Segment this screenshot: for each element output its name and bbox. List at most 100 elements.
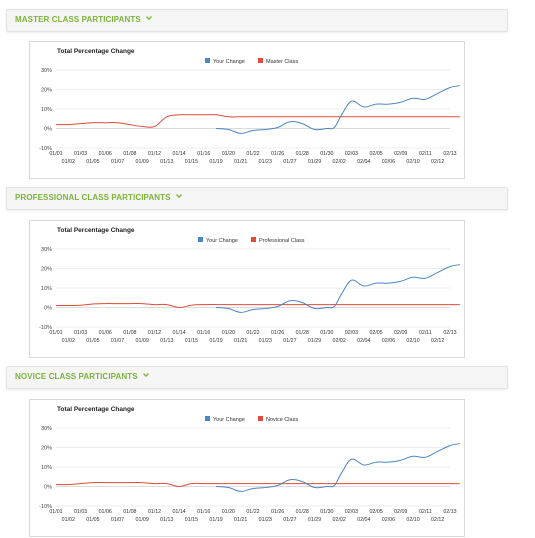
legend-label: Your Change (213, 417, 245, 423)
series-line (55, 303, 460, 309)
x-tick-label: 02/10 (406, 338, 419, 344)
x-tick-label: 01/03 (74, 330, 87, 336)
x-tick-label: 01/06 (99, 151, 112, 157)
x-tick-label: 01/14 (172, 509, 185, 515)
section-title-text: MASTER CLASS PARTICIPANTS (15, 15, 141, 24)
y-tick-label: 0% (44, 306, 52, 312)
x-tick-label: 02/04 (357, 517, 370, 523)
legend-swatch (258, 416, 263, 421)
x-tick-label: 01/14 (172, 330, 185, 336)
x-tick-label: 02/05 (369, 509, 382, 515)
x-tick-label: 01/01 (49, 509, 62, 515)
x-tick-label: 01/20 (222, 151, 235, 157)
x-tick-label: 01/16 (197, 509, 210, 515)
section-title-text: NOVICE CLASS PARTICIPANTS (15, 372, 138, 381)
x-tick-label: 01/07 (111, 159, 124, 165)
legend-swatch (205, 416, 210, 421)
x-tick-label: 01/15 (185, 338, 198, 344)
x-tick-label: 01/26 (271, 509, 284, 515)
section-header-master[interactable]: MASTER CLASS PARTICIPANTS (6, 9, 508, 32)
series-line (55, 114, 460, 128)
x-tick-label: 02/02 (333, 338, 346, 344)
x-tick-label: 02/10 (406, 517, 419, 523)
x-tick-label: 01/08 (123, 330, 136, 336)
x-tick-label: 01/15 (185, 517, 198, 523)
x-tick-label: 01/29 (308, 338, 321, 344)
x-tick-label: 01/19 (209, 159, 222, 165)
x-tick-label: 01/19 (209, 517, 222, 523)
y-tick-label: 0% (44, 485, 52, 491)
chevron-down-icon (146, 16, 153, 21)
x-tick-label: 02/03 (345, 509, 358, 515)
x-tick-label: 02/02 (333, 159, 346, 165)
series-line (55, 482, 460, 487)
x-tick-label: 01/05 (86, 159, 99, 165)
x-tick-label: 01/08 (123, 151, 136, 157)
x-tick-label: 01/21 (234, 338, 247, 344)
x-tick-label: 02/11 (419, 151, 432, 157)
legend-label: Your Change (213, 59, 245, 65)
x-tick-label: 02/11 (419, 330, 432, 336)
chevron-down-icon (143, 373, 149, 378)
x-tick-label: 01/15 (185, 159, 198, 165)
x-tick-label: 01/27 (283, 517, 296, 523)
x-tick-label: 01/02 (62, 517, 75, 523)
x-tick-label: 01/13 (160, 338, 173, 344)
x-tick-label: 01/23 (259, 159, 272, 165)
chart-svg: Total Percentage Change Your Change Profes… (39, 227, 460, 344)
x-tick-label: 01/23 (259, 338, 272, 344)
legend-swatch (205, 58, 210, 63)
series-line (216, 443, 460, 492)
x-tick-label: 02/04 (357, 159, 370, 165)
x-tick-label: 01/07 (111, 517, 124, 523)
x-tick-label: 01/21 (234, 159, 247, 165)
x-tick-label: 01/27 (283, 159, 296, 165)
x-tick-label: 01/01 (49, 330, 62, 336)
x-tick-label: 02/04 (357, 338, 370, 344)
legend-label: Your Change (206, 238, 238, 244)
section-header-professional[interactable]: PROFESSIONAL CLASS PARTICIPANTS (6, 187, 508, 210)
x-tick-label: 01/30 (320, 151, 333, 157)
x-tick-label: 01/20 (222, 509, 235, 515)
x-tick-label: 01/22 (246, 151, 259, 157)
x-tick-label: 02/03 (345, 151, 358, 157)
x-tick-label: 01/23 (259, 517, 272, 523)
chart-novice: Total Percentage Change Your Change Novice… (29, 399, 465, 537)
x-tick-label: 02/09 (394, 151, 407, 157)
x-tick-label: 01/29 (308, 517, 321, 523)
x-tick-label: 01/13 (160, 159, 173, 165)
x-tick-label: 01/22 (246, 330, 259, 336)
chart-professional: Total Percentage Change Your Change Profes… (29, 220, 465, 358)
x-tick-label: 01/05 (86, 338, 99, 344)
x-tick-label: 01/28 (296, 330, 309, 336)
x-tick-label: 01/06 (99, 330, 112, 336)
x-tick-label: 02/13 (443, 151, 456, 157)
x-tick-label: 02/09 (394, 509, 407, 515)
x-tick-label: 01/30 (320, 509, 333, 515)
x-tick-label: 02/11 (419, 509, 432, 515)
section-header-novice[interactable]: NOVICE CLASS PARTICIPANTS (6, 366, 508, 389)
x-tick-label: 01/09 (136, 517, 149, 523)
legend-swatch (251, 237, 256, 242)
x-tick-label: 02/03 (345, 330, 358, 336)
legend-label: Master Class (266, 59, 298, 65)
x-tick-label: 02/13 (443, 330, 456, 336)
x-tick-label: 01/07 (111, 338, 124, 344)
y-tick-label: 10% (41, 107, 52, 113)
x-tick-label: 01/29 (308, 159, 321, 165)
x-tick-label: 01/12 (148, 509, 161, 515)
legend-swatch (258, 58, 263, 63)
x-tick-label: 01/28 (296, 509, 309, 515)
x-tick-label: 02/13 (443, 509, 456, 515)
y-tick-label: 20% (41, 267, 52, 273)
x-tick-label: 01/01 (49, 151, 62, 157)
series-line (216, 264, 460, 313)
x-tick-label: 02/02 (333, 517, 346, 523)
legend-label: Professional Class (259, 238, 305, 244)
x-tick-label: 01/14 (172, 151, 185, 157)
y-tick-label: 30% (41, 68, 52, 74)
section-title: NOVICE CLASS PARTICIPANTS (15, 372, 149, 381)
x-tick-label: 02/09 (394, 330, 407, 336)
x-tick-label: 02/05 (369, 151, 382, 157)
y-tick-label: -10% (39, 146, 52, 152)
